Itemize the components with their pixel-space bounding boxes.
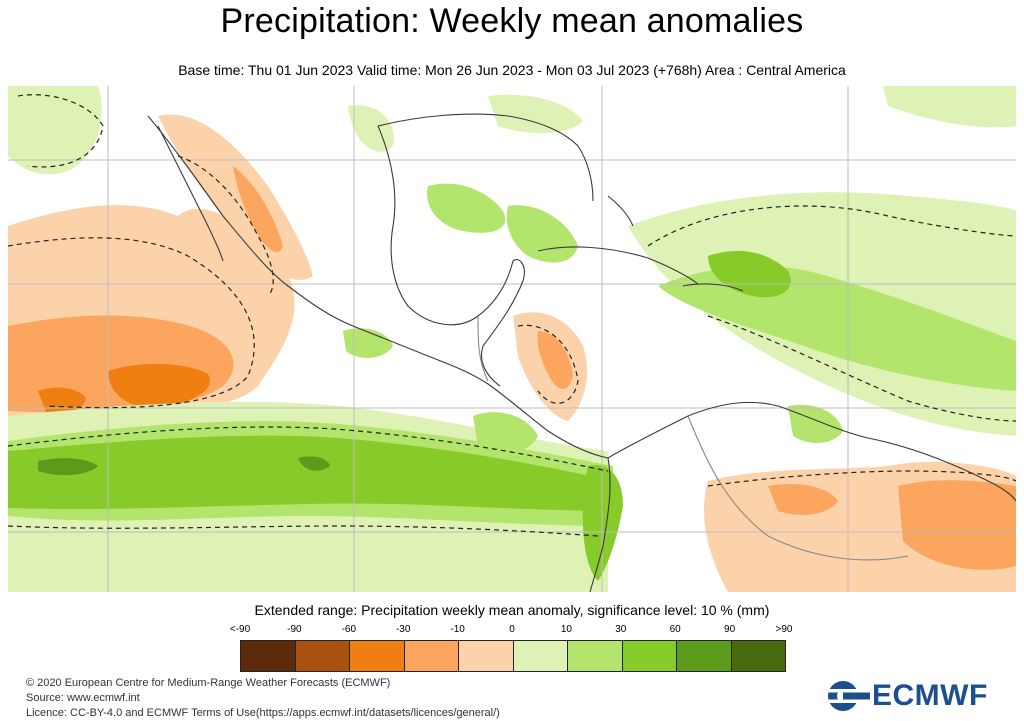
wet-anomaly-layer [8, 86, 1016, 592]
border-central-america [477, 315, 489, 382]
source-text: Source: www.ecmwf.int [26, 692, 140, 704]
significance-contour [8, 237, 255, 409]
legend-label: 0 [509, 624, 515, 635]
color-legend: <-90 -90 -60 -30 -10 0 10 30 60 90 >90 [230, 624, 793, 672]
wet-region-nw-corner [8, 86, 102, 175]
significance-contour [647, 205, 1016, 247]
wet-region-pacific-itcz-peak-west [38, 458, 98, 476]
legend-label: >90 [775, 624, 793, 635]
graticule [8, 86, 1016, 592]
coastlines [147, 113, 1016, 592]
wet-region-north-atlantic [488, 94, 583, 133]
legend-swatch [513, 641, 568, 671]
dry-anomaly-layer [8, 114, 1016, 592]
legend-swatch [677, 641, 732, 671]
wet-region-atlantic [658, 266, 1016, 391]
coastline-south-america-west [589, 457, 611, 592]
wet-region-gulf [427, 183, 506, 233]
legend-swatch [295, 641, 350, 671]
wet-region-pacific-itcz-peak-mid [298, 456, 330, 471]
dry-region-pacific-core-west [38, 387, 86, 414]
legend-label: <-90 [229, 624, 251, 635]
wet-region-atlantic-core [708, 251, 791, 298]
coastline-cuba [537, 246, 699, 285]
coastline-gulf-mexico [377, 125, 525, 387]
wet-region-caribbean-west [506, 205, 578, 263]
coastline-bahamas [607, 195, 634, 227]
legend-label: -30 [395, 624, 411, 635]
significance-contour [177, 155, 274, 297]
legend-swatch [241, 641, 296, 671]
legend-label: -60 [341, 624, 357, 635]
legend-label: -90 [287, 624, 302, 635]
wet-region-ne-corner [883, 86, 1016, 128]
legend-color-bar [240, 640, 786, 672]
significance-contour [707, 470, 1016, 487]
coastline-baja [157, 125, 224, 262]
legend-label: -10 [450, 624, 465, 635]
legend-label: 10 [560, 624, 572, 635]
legend-label: 60 [669, 624, 681, 635]
wet-region-pacific-small [343, 328, 393, 358]
legend-swatch [459, 641, 514, 671]
wet-region-pacific-itcz-core [8, 435, 613, 511]
coastline-us-gulf [377, 113, 594, 202]
ecmwf-logo-text: ECMWF [872, 679, 988, 712]
legend-labels: <-90 -90 -60 -30 -10 0 10 30 60 90 >90 [230, 624, 793, 638]
legend-swatch [731, 641, 785, 671]
wet-region-panama [473, 412, 538, 453]
significance-contour [707, 315, 1016, 422]
page-title: Precipitation: Weekly mean anomalies [220, 2, 804, 40]
legend-label: 90 [724, 624, 736, 635]
precipitation-map [8, 86, 1016, 592]
coastline-south-america [607, 401, 1016, 502]
legend-swatch [404, 641, 459, 671]
legend-swatch [622, 641, 677, 671]
map-canvas [8, 86, 1016, 592]
copyright-text: © 2020 European Centre for Medium-Range … [26, 677, 391, 689]
licence-text: Licence: CC-BY-4.0 and ECMWF Terms of Us… [26, 707, 500, 719]
dry-region-pacific-core [108, 363, 210, 409]
significance-contour [8, 426, 609, 472]
legend-label: 30 [615, 624, 627, 635]
coastline-pacific-mexico [147, 115, 609, 459]
significance-contour [17, 94, 104, 168]
page-subtitle: Base time: Thu 01 Jun 2023 Valid time: M… [178, 62, 846, 78]
dry-region-venezuela-core [768, 484, 838, 515]
legend-swatch [568, 641, 623, 671]
significance-contours [8, 94, 1016, 537]
border-south-america [687, 415, 909, 561]
wet-region-florida [348, 105, 394, 152]
credits: © 2020 European Centre for Medium-Range … [26, 676, 500, 721]
significance-contour [517, 324, 579, 404]
coastline-hispaniola [682, 283, 744, 292]
dry-region-guianas-core [898, 480, 1016, 570]
ecmwf-logo-icon [826, 681, 870, 711]
dry-region-mexico-core [233, 166, 283, 253]
significance-contour [8, 525, 599, 537]
legend-title: Extended range: Precipitation weekly mea… [254, 602, 770, 618]
legend-swatch [350, 641, 405, 671]
ecmwf-logo: ECMWF [826, 679, 1006, 713]
dry-region-central-america-core [537, 331, 573, 389]
wet-region-south-america-west [582, 465, 623, 581]
